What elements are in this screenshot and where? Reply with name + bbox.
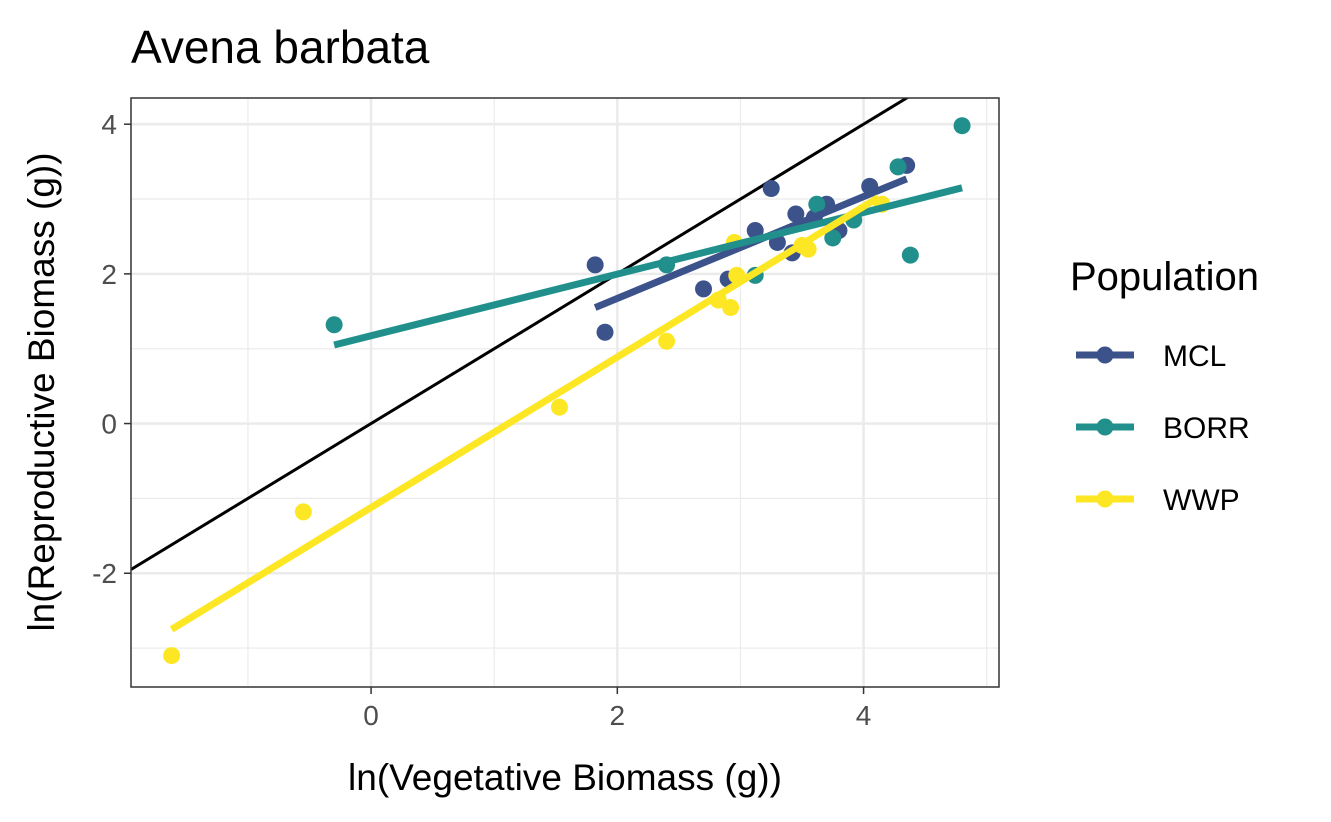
mcl-point [787, 205, 805, 223]
legend-item-borr: BORR [1076, 412, 1250, 445]
chart-title: Avena barbata [131, 21, 430, 73]
y-tick-label: 4 [101, 109, 117, 140]
mcl-point [746, 221, 764, 239]
borr-point [889, 158, 907, 176]
borr-point [953, 117, 971, 135]
grid-lines [131, 98, 999, 687]
mcl-point [695, 280, 713, 298]
legend-swatch-point [1096, 346, 1114, 364]
x-axis-title: ln(Vegetative Biomass (g)) [348, 757, 782, 798]
data-marks [131, 98, 971, 665]
legend-label: BORR [1163, 412, 1250, 445]
y-axis-title: ln(Reproductive Biomass (g)) [21, 152, 62, 631]
panel-border [130, 97, 1000, 688]
wwp-point [550, 398, 568, 416]
reference-line [131, 98, 910, 571]
wwp-point [722, 299, 740, 317]
borr-point [824, 229, 842, 247]
wwp-point [658, 332, 676, 350]
legend-swatch-point [1096, 490, 1114, 508]
mcl-point [586, 256, 604, 274]
wwp-fit-line [169, 194, 881, 633]
y-tick-label: -2 [92, 558, 117, 589]
legend-label: WWP [1163, 484, 1240, 517]
borr-point [808, 195, 826, 213]
mcl-point [596, 323, 614, 341]
axes: 0 2 4 -2 0 2 4 [92, 109, 871, 731]
x-tick-label: 2 [610, 700, 626, 731]
y-tick-label: 2 [101, 259, 117, 290]
legend-title: Population [1070, 255, 1259, 299]
borr-point [901, 246, 919, 264]
mcl-point [762, 180, 780, 198]
plot-panel [130, 97, 1000, 688]
legend-item-mcl: MCL [1076, 340, 1226, 373]
legend-item-wwp: WWP [1076, 484, 1240, 517]
legend-items: MCL BORR WWP [1076, 340, 1250, 517]
wwp-point [294, 503, 312, 521]
x-tick-label: 0 [363, 700, 379, 731]
legend-label: MCL [1163, 340, 1226, 373]
y-tick-label: 0 [101, 409, 117, 440]
wwp-point [163, 647, 181, 665]
legend: Population MCL BORR WWP [1070, 255, 1259, 517]
borr-point [325, 316, 343, 334]
legend-swatch-point [1096, 418, 1114, 436]
x-tick-label: 4 [856, 700, 872, 731]
